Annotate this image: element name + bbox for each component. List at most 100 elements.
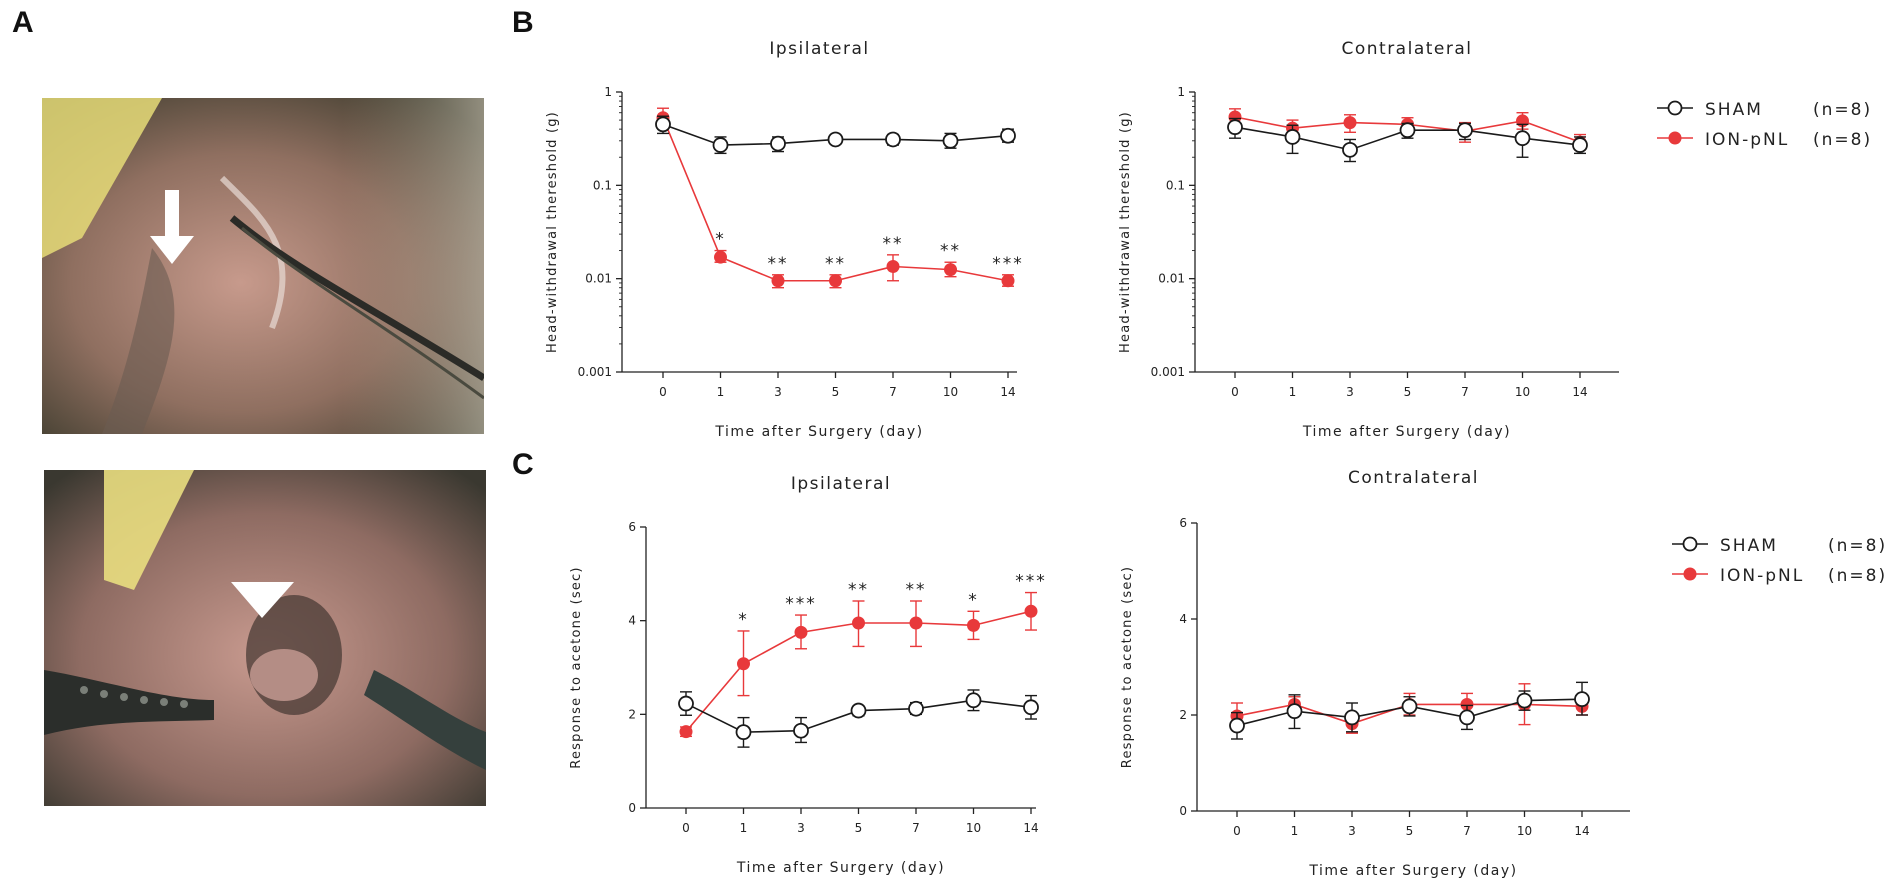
y-tick-label: 0.01 <box>585 272 612 286</box>
x-tick-label: 10 <box>943 385 958 399</box>
x-axis-label: Time after Surgery (day) <box>736 860 945 876</box>
data-point-sham <box>1000 127 1016 144</box>
panel-label-a: A <box>12 6 34 39</box>
data-point-sham <box>1229 717 1245 734</box>
x-tick-label: 1 <box>1289 385 1297 399</box>
data-point-sham <box>1399 122 1416 139</box>
significance-label: ** <box>883 234 904 254</box>
panel-label-b: B <box>512 6 534 39</box>
y-tick-label: 1 <box>1177 85 1185 99</box>
x-tick-label: 3 <box>1346 385 1354 399</box>
data-point-pnl <box>1001 274 1015 288</box>
data-point-sham <box>1457 122 1473 139</box>
y-tick-label: 2 <box>628 707 636 721</box>
data-point-pnl <box>886 260 900 274</box>
data-point-pnl <box>794 625 808 639</box>
data-point-pnl <box>967 618 980 632</box>
data-point-sham <box>712 137 729 153</box>
legend-n-pnl: (n=8) <box>1813 130 1873 150</box>
data-point-pnl <box>714 250 727 264</box>
data-point-sham <box>1401 698 1418 715</box>
data-point-pnl <box>1343 116 1357 130</box>
chart-title: Contralateral <box>1348 468 1479 488</box>
x-tick-label: 0 <box>659 385 667 399</box>
x-tick-label: 14 <box>1023 821 1038 835</box>
legend-label-sham: SHAM <box>1720 536 1778 556</box>
x-tick-label: 7 <box>912 821 920 835</box>
significance-label: * <box>715 230 726 250</box>
x-tick-label: 14 <box>1574 824 1589 838</box>
data-point-sham <box>1344 709 1360 726</box>
y-tick-label: 1 <box>604 85 612 99</box>
data-point-sham <box>1459 709 1475 726</box>
y-tick-label: 6 <box>1179 516 1187 530</box>
data-point-sham <box>1286 703 1303 720</box>
y-tick-label: 4 <box>628 614 636 628</box>
legend-n-pnl: (n=8) <box>1828 566 1888 586</box>
open-circle-icon <box>1672 536 1708 552</box>
x-tick-label: 14 <box>1572 385 1587 399</box>
data-point-sham <box>885 131 901 148</box>
y-axis-label: Head-withdrawal thereshold (g) <box>1118 111 1133 353</box>
y-tick-label: 0 <box>1179 804 1187 818</box>
x-tick-label: 5 <box>1406 824 1414 838</box>
data-point-sham <box>1023 699 1039 716</box>
x-tick-label: 1 <box>1291 824 1299 838</box>
x-tick-label: 3 <box>774 385 782 399</box>
data-point-pnl <box>852 616 865 630</box>
x-tick-label: 0 <box>1233 824 1241 838</box>
chart-title: Ipsilateral <box>791 474 891 494</box>
significance-label: *** <box>785 594 817 614</box>
x-axis-label: Time after Surgery (day) <box>1302 424 1511 440</box>
data-point-pnl <box>1460 697 1474 711</box>
significance-label: ** <box>848 580 869 600</box>
significance-label: ** <box>768 254 789 274</box>
y-tick-label: 0.1 <box>1166 178 1185 192</box>
open-circle-icon <box>1657 100 1693 116</box>
data-point-sham <box>850 702 867 719</box>
arrowhead-icon <box>231 582 294 618</box>
data-point-sham <box>942 132 959 149</box>
filled-circle-icon <box>1672 567 1708 581</box>
x-tick-label: 10 <box>966 821 981 835</box>
significance-label: * <box>968 590 979 610</box>
x-tick-label: 5 <box>832 385 840 399</box>
x-tick-label: 7 <box>1461 385 1469 399</box>
data-point-pnl <box>771 274 785 288</box>
legend-label-sham: SHAM <box>1705 100 1763 120</box>
data-point-sham <box>1284 129 1301 145</box>
significance-label: ** <box>940 241 961 261</box>
x-tick-label: 7 <box>1463 824 1471 838</box>
x-axis-label: Time after Surgery (day) <box>1308 863 1517 879</box>
y-tick-label: 0.01 <box>1158 272 1185 286</box>
x-tick-label: 1 <box>740 821 748 835</box>
y-axis-label: Head-withdrawal thereshold (g) <box>545 111 560 353</box>
x-tick-label: 10 <box>1515 385 1530 399</box>
data-point-sham <box>1514 130 1531 147</box>
x-tick-label: 10 <box>1517 824 1532 838</box>
data-point-sham <box>770 135 786 152</box>
data-point-sham <box>1574 691 1590 708</box>
y-tick-label: 0.1 <box>593 178 612 192</box>
chart-title: Ipsilateral <box>769 39 869 59</box>
data-point-sham <box>678 695 694 712</box>
y-tick-label: 6 <box>628 520 636 534</box>
legend-n-sham: (n=8) <box>1813 100 1873 120</box>
y-tick-label: 0.001 <box>578 365 612 379</box>
data-point-pnl <box>737 657 750 671</box>
data-point-sham <box>965 692 982 709</box>
significance-label: ** <box>825 254 846 274</box>
filled-circle-icon <box>1657 131 1693 145</box>
y-tick-label: 0.001 <box>1151 365 1185 379</box>
x-tick-label: 7 <box>889 385 897 399</box>
panel-label-c: C <box>512 448 534 481</box>
data-point-sham <box>1572 137 1588 153</box>
data-point-sham <box>655 116 671 133</box>
y-axis-label: Response to acetone (sec) <box>569 566 584 768</box>
x-tick-label: 5 <box>855 821 863 835</box>
x-tick-label: 0 <box>682 821 690 835</box>
x-tick-label: 0 <box>1231 385 1239 399</box>
surgery-photo-bottom <box>44 470 486 806</box>
data-point-sham <box>1342 141 1358 158</box>
